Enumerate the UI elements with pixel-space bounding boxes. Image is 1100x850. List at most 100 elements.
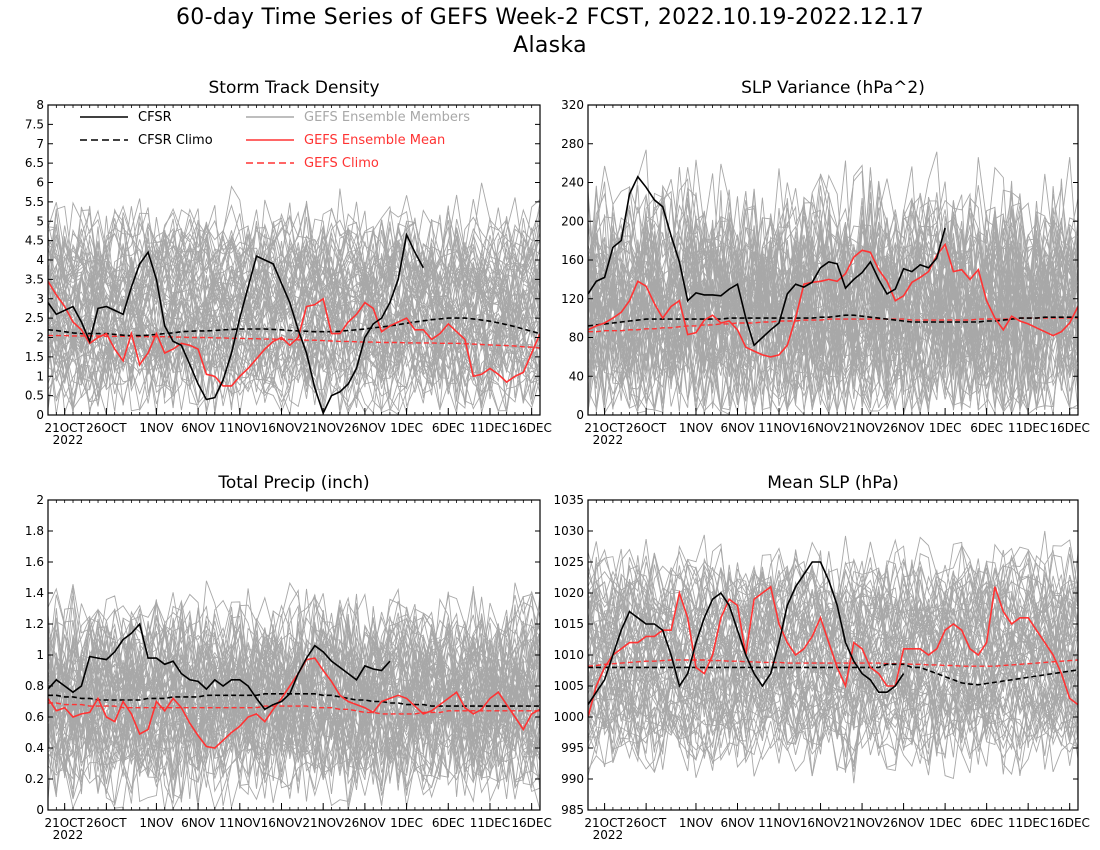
- ensemble-member-line: [588, 552, 1078, 646]
- y-tick-label: 1: [36, 369, 44, 383]
- panel-storm-track-density: Storm Track Density 0 0.5 1 1.5 2 2.5 3 3.5 4 4.5 5…: [25, 78, 552, 447]
- y-tick-label: 1010: [553, 648, 584, 662]
- x-tick-label: 1DEC: [929, 816, 962, 830]
- x-tick-label: 16DEC: [511, 421, 551, 435]
- y-tick-label: 0.5: [25, 389, 44, 403]
- series-line-gefs-climo: [48, 702, 540, 715]
- x-tick-label: 21NOV: [302, 816, 344, 830]
- y-tick-label: 3.5: [25, 272, 44, 286]
- x-tick-label: 1DEC: [929, 421, 962, 435]
- ensemble-member-line: [588, 647, 1078, 741]
- series-line-gefs-climo: [588, 659, 1078, 667]
- y-tick-label: 4.5: [25, 234, 44, 248]
- x-tick-label: 6NOV: [720, 816, 755, 830]
- ensemble-member-line: [588, 674, 1078, 776]
- y-tick-label: 8: [36, 98, 44, 112]
- x-tick-label: 26NOV: [344, 421, 386, 435]
- y-tick-label: 1: [36, 648, 44, 662]
- ensemble-member-line: [48, 301, 540, 402]
- x-tick-label: 11DEC: [1008, 816, 1048, 830]
- ensemble-member-line: [48, 608, 540, 720]
- y-tick-label: 1035: [553, 493, 584, 507]
- x-tick-label: 1NOV: [139, 816, 174, 830]
- x-tick-label: 16NOV: [261, 421, 303, 435]
- y-tick-label: 1025: [553, 555, 584, 569]
- ensemble-member-line: [588, 604, 1078, 700]
- y-tick-label: 2.5: [25, 311, 44, 325]
- y-tick-label: 320: [561, 98, 584, 112]
- ensemble-member-line: [48, 580, 540, 704]
- y-tick-label: 7: [36, 137, 44, 151]
- figure-title: 60-day Time Series of GEFS Week-2 FCST, …: [0, 4, 1100, 60]
- ensemble-member-line: [48, 188, 540, 299]
- x-tick-label: 21OCT: [44, 421, 85, 435]
- x-tick-label: 26NOV: [344, 816, 386, 830]
- x-year-label: 2022: [53, 433, 84, 447]
- y-tick-label: 985: [561, 803, 584, 817]
- legend-label-cfsr-climo: CFSR Climo: [138, 133, 213, 148]
- x-tick-label: 6DEC: [432, 421, 465, 435]
- legend-label-gefs-members: GEFS Ensemble Members: [304, 110, 470, 125]
- panel-title: Total Precip (inch): [217, 473, 369, 493]
- y-tick-label: 1000: [553, 710, 584, 724]
- x-tick-label: 6DEC: [432, 816, 465, 830]
- y-tick-label: 990: [561, 772, 584, 786]
- y-tick-label: 0.6: [25, 710, 44, 724]
- y-tick-label: 6.5: [25, 156, 44, 170]
- x-tick-label: 21NOV: [841, 816, 883, 830]
- ensemble-member-line: [48, 206, 540, 314]
- ensemble-member-line: [48, 608, 540, 713]
- x-tick-label: 11NOV: [219, 816, 261, 830]
- x-tick-label: 1DEC: [390, 421, 423, 435]
- y-tick-label: 1.4: [25, 586, 44, 600]
- y-tick-label: 7.5: [25, 117, 44, 131]
- ensemble-member-line: [588, 221, 1078, 409]
- series-line-cfsr-climo: [48, 692, 540, 707]
- x-tick-label: 6DEC: [970, 421, 1003, 435]
- x-tick-label: 21NOV: [302, 421, 344, 435]
- x-tick-label: 26OCT: [86, 421, 127, 435]
- y-tick-label: 3: [36, 292, 44, 306]
- y-tick-label: 1.6: [25, 555, 44, 569]
- y-tick-label: 1.8: [25, 524, 44, 538]
- x-tick-label: 16NOV: [800, 816, 842, 830]
- ensemble-member-line: [588, 550, 1078, 645]
- x-tick-label: 11NOV: [758, 421, 800, 435]
- ensemble-member-line: [588, 535, 1078, 639]
- y-tick-label: 4: [36, 253, 44, 267]
- y-tick-label: 280: [561, 137, 584, 151]
- ensemble-member-line: [48, 182, 540, 300]
- panel-total-precip: Total Precip (inch) 0 0.2 0.4 0.6 0.8 1 1.2 1.4 1…: [25, 473, 552, 842]
- y-tick-label: 40: [569, 369, 584, 383]
- panel-title: Mean SLP (hPa): [767, 473, 899, 493]
- y-tick-label: 5: [36, 214, 44, 228]
- y-tick-label: 200: [561, 214, 584, 228]
- x-tick-label: 26OCT: [86, 816, 127, 830]
- x-tick-label: 26NOV: [883, 421, 925, 435]
- ensemble-member-line: [588, 192, 1078, 379]
- x-tick-label: 1NOV: [679, 816, 714, 830]
- ensemble-member-line: [48, 207, 540, 296]
- series-line-gefs-mean: [48, 657, 540, 749]
- x-tick-label: 11NOV: [758, 816, 800, 830]
- panel-title: SLP Variance (hPa^2): [741, 78, 925, 98]
- ensemble-member-line: [588, 160, 1078, 323]
- y-tick-label: 0.8: [25, 679, 44, 693]
- panel-slp-variance: SLP Variance (hPa^2) 0 40 80 120 160 200 240 280…: [561, 78, 1090, 447]
- x-tick-label: 16NOV: [261, 816, 303, 830]
- ensemble-member-line: [588, 541, 1078, 643]
- ensemble-members: [48, 580, 540, 810]
- y-tick-label: 1030: [553, 524, 584, 538]
- x-tick-label: 11DEC: [470, 816, 510, 830]
- x-tick-label: 6NOV: [181, 421, 216, 435]
- x-tick-label: 21OCT: [584, 421, 625, 435]
- ensemble-member-line: [48, 199, 540, 293]
- x-tick-label: 26OCT: [626, 816, 667, 830]
- ensemble-member-line: [48, 218, 540, 316]
- x-tick-label: 11DEC: [1008, 421, 1048, 435]
- figure-title-line1: 60-day Time Series of GEFS Week-2 FCST, …: [175, 5, 925, 30]
- x-tick-label: 16DEC: [1049, 816, 1089, 830]
- ensemble-member-line: [48, 680, 540, 790]
- x-tick-label: 11DEC: [470, 421, 510, 435]
- x-tick-label: 21OCT: [44, 816, 85, 830]
